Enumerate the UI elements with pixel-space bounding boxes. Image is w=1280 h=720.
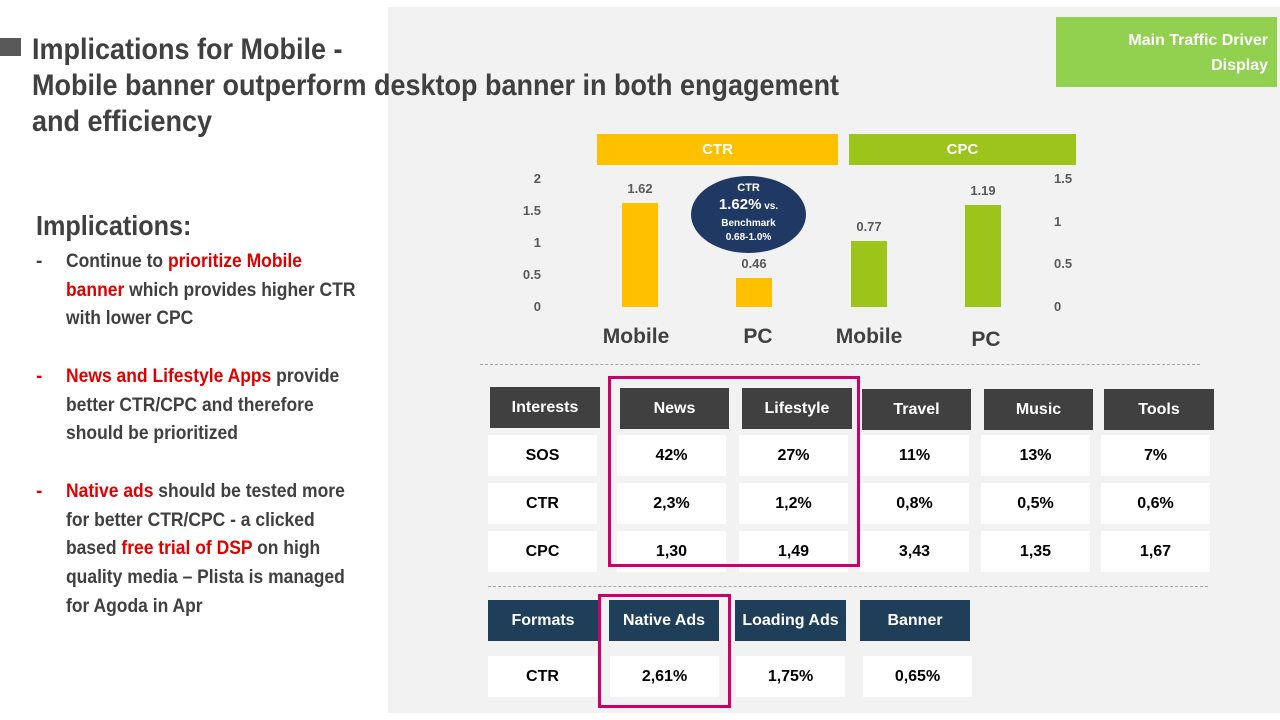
bar-value-label: 0.46 <box>741 255 767 271</box>
news-lifestyle-highlight-box <box>608 376 860 567</box>
chart-panel-background <box>388 7 1280 713</box>
interests-header-lifestyle: Lifestyle <box>742 388 852 429</box>
implication-bullet-1: - Continue to prioritize Mobile banner w… <box>36 251 356 330</box>
y-tick-label: 2 <box>533 171 541 186</box>
table-cell: 0,65% <box>863 656 972 697</box>
y-tick-label: 0 <box>533 299 541 314</box>
table-cell: 2,61% <box>610 656 719 697</box>
implication-bullet-2: - News and Lifestyle Apps provide better… <box>36 366 340 445</box>
table-cell: 1,2% <box>739 483 848 524</box>
formats-header-formats: Formats <box>488 600 598 641</box>
table-cell: SOS <box>488 435 597 476</box>
ctr-chart-header: CTR <box>597 134 838 165</box>
bar-value-label: 0.77 <box>856 219 882 235</box>
implication-bullet-3: - Native ads should be tested more for b… <box>36 481 345 617</box>
native-ads-highlight-box <box>598 594 731 708</box>
y-tick-label: 1.5 <box>522 203 541 218</box>
table-cell: 0,6% <box>1101 483 1210 524</box>
x-category-label: Mobile <box>835 325 903 348</box>
interests-header-travel: Travel <box>862 389 971 430</box>
y-tick-label: 0 <box>1054 299 1062 314</box>
interests-header-tools: Tools <box>1104 389 1214 430</box>
x-category-label: PC <box>743 325 773 348</box>
ctr-benchmark-bubble: CTR 1.62% vs. Benchmark 0.68-1.0% <box>691 176 806 253</box>
table-cell: 42% <box>617 435 726 476</box>
bar-cpc-mobile <box>851 241 887 307</box>
table-cell: 7% <box>1101 435 1210 476</box>
main-traffic-driver-box: Main Traffic Driver Display <box>1056 17 1277 87</box>
bar-value-label: 1.19 <box>970 183 996 199</box>
y-tick-label: 1.5 <box>1054 171 1073 186</box>
table-cell: 13% <box>981 435 1090 476</box>
table-cell: CTR <box>488 483 597 524</box>
table-cell: 27% <box>739 435 848 476</box>
interests-header-interests: Interests <box>490 387 600 428</box>
table-cell: 11% <box>860 435 969 476</box>
page-title: Implications for Mobile - Mobile banner … <box>32 33 840 138</box>
bar-value-label: 1.62 <box>627 181 653 197</box>
y-tick-label: 1 <box>533 235 541 250</box>
title-marker <box>0 38 21 56</box>
table-cell: CTR <box>488 656 597 697</box>
bar-ctr-mobile <box>622 203 658 307</box>
formats-header-loading-ads: Loading Ads <box>735 600 846 641</box>
table-cell: CPC <box>488 531 597 572</box>
interests-header-music: Music <box>984 389 1093 430</box>
y-tick-label: 0.5 <box>1054 256 1073 272</box>
formats-header-native-ads: Native Ads <box>609 600 719 641</box>
table-cell: 1,67 <box>1101 531 1210 572</box>
cpc-chart-header: CPC <box>849 134 1076 165</box>
interests-header-news: News <box>620 388 729 429</box>
divider-line <box>488 586 1208 587</box>
table-cell: 1,35 <box>981 531 1090 572</box>
x-category-label: PC <box>971 328 1001 351</box>
bar-cpc-pc <box>965 205 1001 307</box>
y-tick-label: 0.5 <box>522 267 541 282</box>
y-tick-label: 1 <box>1054 213 1062 229</box>
divider-line <box>480 364 1200 365</box>
table-cell: 1,75% <box>736 656 845 697</box>
formats-header-banner: Banner <box>860 600 970 641</box>
x-category-label: Mobile <box>602 325 670 348</box>
implications-heading: Implications: <box>36 210 192 241</box>
table-cell: 0,8% <box>860 483 969 524</box>
table-cell: 2,3% <box>617 483 726 524</box>
table-cell: 0,5% <box>981 483 1090 524</box>
bar-ctr-pc <box>736 277 772 307</box>
table-cell: 3,43 <box>860 531 969 572</box>
